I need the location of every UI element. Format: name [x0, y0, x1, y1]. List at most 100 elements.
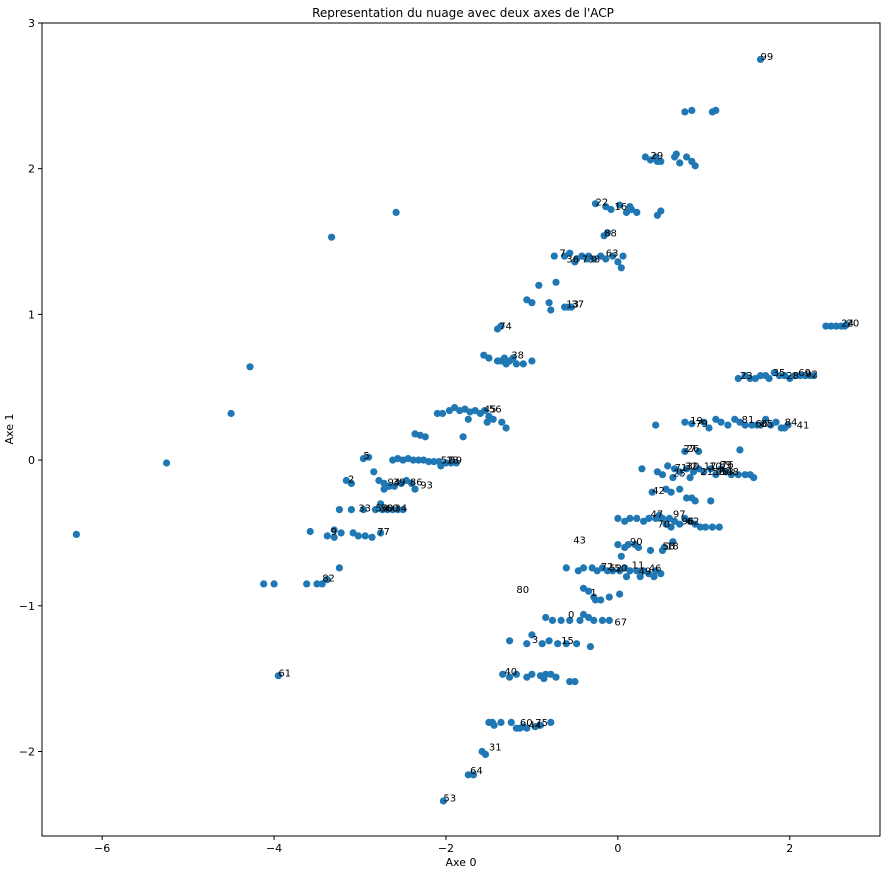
- scatter-point: [660, 543, 668, 552]
- scatter-point: [464, 415, 472, 423]
- scatter-point: [392, 208, 400, 216]
- points-layer: [72, 55, 851, 805]
- scatter-point: [409, 456, 417, 464]
- scatter-point: [552, 278, 560, 286]
- scatter-point: [756, 55, 765, 64]
- scatter-point: [512, 670, 521, 678]
- x-tick-label: −2: [438, 842, 454, 855]
- point-label: 99: [761, 52, 774, 63]
- scatter-point: [688, 420, 696, 428]
- scatter-point: [523, 640, 531, 648]
- point-label: 18: [666, 542, 679, 553]
- scatter-point: [337, 529, 345, 537]
- point-label: 61: [278, 668, 291, 679]
- point-label: 98: [716, 467, 729, 478]
- scatter-point: [399, 506, 407, 514]
- point-label: 72: [601, 562, 614, 573]
- y-tick-label: 0: [28, 454, 35, 467]
- scatter-point: [614, 258, 622, 266]
- point-label: 53: [721, 467, 734, 478]
- scatter-point: [328, 233, 336, 241]
- point-label: 79: [695, 419, 708, 430]
- scatter-point: [822, 322, 830, 330]
- point-label: 30: [687, 461, 700, 472]
- scatter-point: [566, 678, 574, 686]
- scatter-point: [497, 322, 505, 330]
- scatter-point: [638, 465, 646, 473]
- scatter-point: [695, 447, 703, 455]
- scatter-point: [746, 374, 754, 383]
- point-label: 81: [742, 415, 755, 426]
- scatter-point: [483, 418, 491, 426]
- scatter-point: [528, 670, 536, 678]
- scatter-point: [652, 421, 660, 429]
- point-label: 89: [719, 460, 732, 471]
- scatter-point: [676, 520, 684, 528]
- scatter-point: [390, 482, 398, 490]
- scatter-point: [591, 200, 600, 208]
- scatter-point: [609, 567, 617, 575]
- y-axis: −2 −1 0 1 2 3: [19, 17, 42, 758]
- scatter-point: [603, 567, 612, 575]
- scatter-point: [672, 150, 680, 158]
- scatter-point: [469, 771, 478, 779]
- scatter-point: [506, 637, 514, 645]
- scatter-point: [658, 471, 667, 479]
- scatter-point: [573, 640, 581, 648]
- y-tick-label: 1: [28, 308, 35, 321]
- scatter-point: [550, 252, 558, 260]
- scatter-point: [681, 108, 689, 116]
- point-label: 41: [797, 421, 810, 432]
- scatter-point: [750, 474, 758, 482]
- scatter-point: [566, 249, 574, 257]
- point-label: 71: [675, 463, 688, 474]
- scatter-point: [414, 456, 423, 464]
- point-label: 21: [700, 467, 713, 478]
- scatter-point: [756, 372, 765, 380]
- scatter-point: [365, 453, 373, 461]
- point-label: 76: [721, 460, 734, 471]
- point-label: 85: [761, 419, 774, 430]
- point-label: 48: [726, 467, 739, 478]
- scatter-point: [617, 552, 625, 560]
- scatter-point: [489, 415, 497, 423]
- point-label: 96: [682, 517, 695, 528]
- point-label: 32: [685, 461, 698, 472]
- scatter-point: [323, 532, 331, 540]
- scatter-point: [542, 613, 550, 622]
- scatter-point: [260, 580, 268, 588]
- scatter-point: [512, 360, 521, 368]
- point-label: 63: [606, 249, 619, 260]
- scatter-point: [270, 580, 278, 588]
- point-label: 60: [386, 504, 399, 515]
- scatter-point: [579, 610, 588, 619]
- scatter-point: [488, 718, 496, 727]
- scatter-point: [700, 468, 708, 476]
- scatter-point: [547, 306, 555, 314]
- point-label: 47: [651, 510, 664, 521]
- point-label: 50: [381, 504, 394, 515]
- scatter-point: [712, 471, 720, 479]
- scatter-point: [502, 424, 510, 432]
- scatter-point: [330, 533, 338, 541]
- scatter-point: [481, 407, 489, 415]
- scatter-point: [619, 252, 627, 260]
- scatter-point: [617, 264, 625, 272]
- scatter-point: [842, 321, 851, 329]
- scatter-point: [686, 474, 694, 482]
- scatter-point: [734, 374, 742, 383]
- scatter-point: [664, 462, 672, 470]
- point-label: 60: [520, 718, 533, 729]
- scatter-point: [548, 616, 557, 625]
- scatter-point: [547, 718, 555, 727]
- scatter-point: [408, 479, 416, 487]
- scatter-point: [662, 520, 670, 528]
- y-tick-label: −2: [19, 745, 35, 758]
- scatter-point: [616, 590, 624, 598]
- scatter-point: [741, 421, 749, 429]
- scatter-point: [791, 372, 799, 380]
- point-label: 18: [446, 456, 459, 467]
- scatter-point: [545, 637, 553, 645]
- scatter-point: [583, 255, 591, 263]
